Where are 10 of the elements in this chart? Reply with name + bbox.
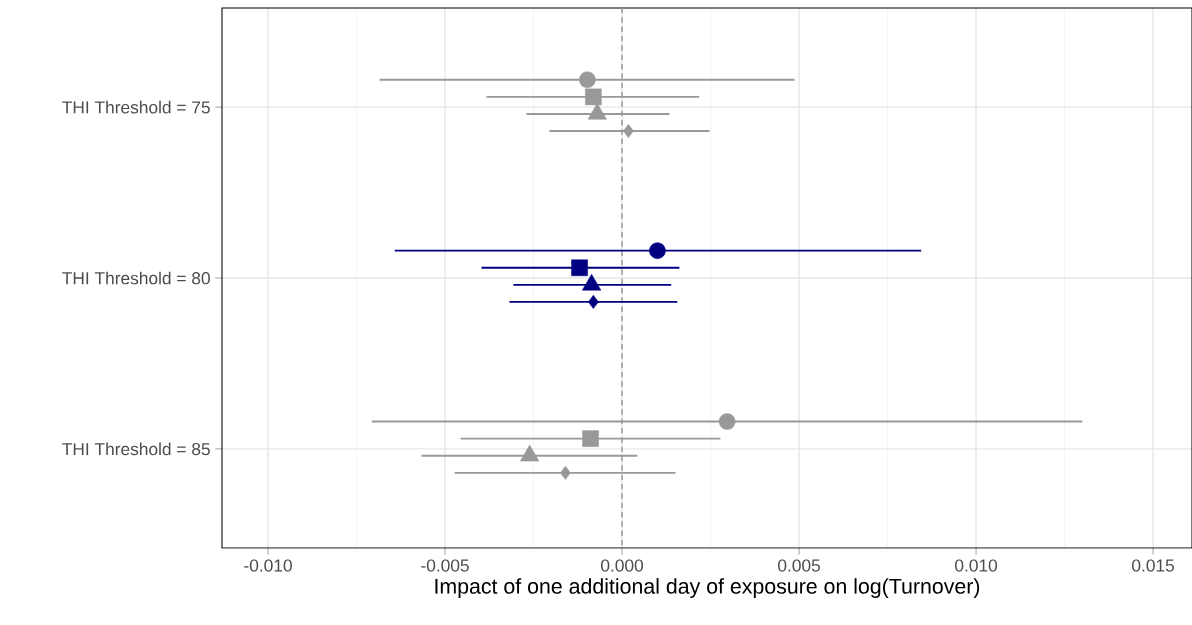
x-axis-title: Impact of one additional day of exposure on log(Turnover) bbox=[435, 578, 980, 599]
x-tick-label: 0.005 bbox=[778, 559, 820, 572]
x-tick-label: 0.015 bbox=[1132, 559, 1175, 572]
x-tick-label: -0.005 bbox=[421, 559, 469, 572]
x-tick-label: -0.010 bbox=[244, 559, 292, 572]
x-tick-label: 0.000 bbox=[601, 559, 644, 572]
y-tick-label: THI Threshold = 75 bbox=[62, 100, 210, 114]
y-tick-label: THI Threshold = 85 bbox=[62, 442, 210, 456]
y-tick-label: THI Threshold = 80 bbox=[62, 271, 210, 285]
x-tick-label: 0.010 bbox=[955, 559, 998, 572]
